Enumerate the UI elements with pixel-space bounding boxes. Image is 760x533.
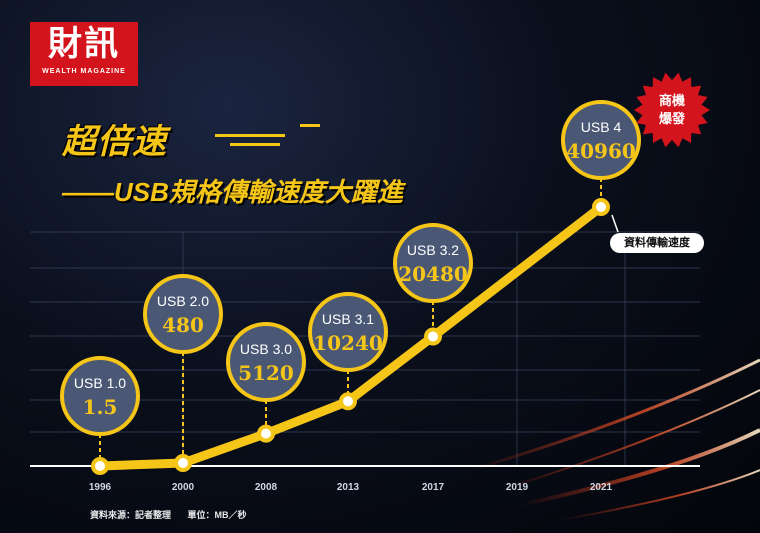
source-text: 資料來源：記者整理 <box>90 510 172 520</box>
x-tick-label: 1996 <box>89 482 112 493</box>
page-title: 超倍速 <box>62 123 167 161</box>
callout-arrow <box>611 214 619 233</box>
badge-line-2: 爆發 <box>658 111 685 126</box>
logo-name: 財訊 <box>48 24 120 64</box>
series-label-tag: 資料傳輸速度 <box>610 233 704 253</box>
data-point <box>257 424 275 443</box>
deco-line <box>300 124 320 127</box>
version-label: USB 2.0 <box>157 293 209 309</box>
bubble-circle <box>143 274 223 354</box>
unit-text: 單位：MB／秒 <box>187 510 247 520</box>
version-bubbles: USB 1.0 1.5 USB 2.0 480 USB 3.0 5120 USB 3.1 10… <box>60 100 641 436</box>
logo: 財訊 WEALTH MAGAZINE <box>30 22 138 86</box>
bubble-circle <box>226 322 306 402</box>
bubble-circle <box>393 223 473 303</box>
light-streaks <box>469 358 760 521</box>
version-label: USB 1.0 <box>74 375 126 391</box>
version-bubble: USB 3.2 20480 <box>393 223 473 303</box>
version-label: USB 3.2 <box>407 242 459 258</box>
x-tick-label: 2008 <box>255 482 278 493</box>
version-bubble: USB 3.1 10240 <box>308 292 388 372</box>
x-tick-label: 2019 <box>506 482 529 493</box>
page-subtitle: ——USB規格傳輸速度大躍進 <box>62 177 403 207</box>
data-point <box>592 198 610 216</box>
series-line <box>95 202 606 471</box>
footer-note: 資料來源：記者整理 單位：MB／秒 <box>90 508 247 521</box>
speed-value-label: 10240 <box>313 331 383 355</box>
markers <box>91 198 610 475</box>
speed-value-label: 1.5 <box>83 395 118 419</box>
version-bubble: USB 3.0 5120 <box>226 322 306 402</box>
data-point <box>424 327 442 346</box>
badge-line-1: 商機 <box>658 93 685 108</box>
data-point <box>339 392 357 411</box>
version-bubble: USB 2.0 480 <box>143 274 223 354</box>
badge-burst <box>634 72 710 148</box>
version-label: USB 3.1 <box>322 311 374 327</box>
badge-text: 商機 爆發 <box>648 92 696 128</box>
deco-line <box>215 134 285 137</box>
data-point <box>174 454 192 472</box>
bubble-circle <box>308 292 388 372</box>
speed-value-label: 5120 <box>238 361 294 385</box>
version-label: USB 4 <box>581 119 622 135</box>
version-bubble: USB 4 40960 <box>561 100 641 180</box>
deco-line <box>230 143 280 146</box>
version-label: USB 3.0 <box>240 341 292 357</box>
speed-value-label: 20480 <box>398 262 468 286</box>
speed-value-label: 480 <box>162 313 204 337</box>
data-point <box>91 457 109 475</box>
speed-value-label: 40960 <box>566 139 636 163</box>
x-tick-label: 2000 <box>172 482 195 493</box>
x-tick-label: 2013 <box>337 482 360 493</box>
logo-tagline: WEALTH MAGAZINE <box>42 68 126 75</box>
version-bubble: USB 1.0 1.5 <box>60 356 140 436</box>
x-tick-labels: 1996 2000 2008 2013 2017 2019 2021 <box>89 482 613 493</box>
x-tick-label: 2021 <box>590 482 613 493</box>
bubble-circle <box>60 356 140 436</box>
x-tick-label: 2017 <box>422 482 445 493</box>
bubble-circle <box>561 100 641 180</box>
